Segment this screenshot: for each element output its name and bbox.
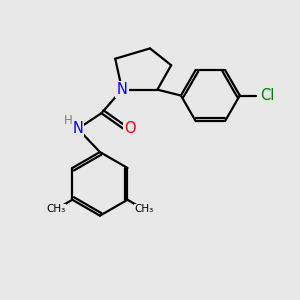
Text: N: N: [72, 121, 83, 136]
Text: O: O: [124, 121, 136, 136]
Text: CH₃: CH₃: [134, 204, 154, 214]
Text: CH₃: CH₃: [46, 204, 65, 214]
Text: Cl: Cl: [260, 88, 274, 103]
Text: N: N: [117, 82, 128, 97]
Text: H: H: [64, 114, 73, 127]
